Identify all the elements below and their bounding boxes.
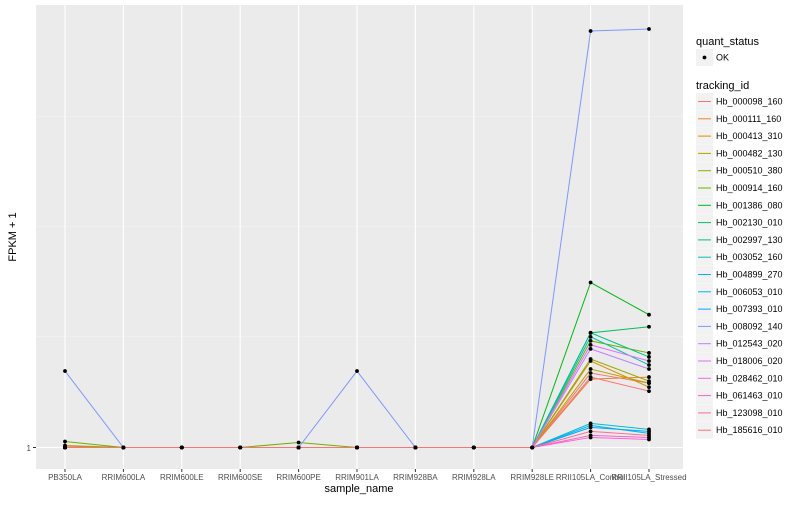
- legend-points-entries: OK: [696, 49, 729, 66]
- legend-entry-label: Hb_002130_010: [716, 218, 783, 228]
- legend-entry-label: Hb_061463_010: [716, 391, 783, 401]
- data-point: [121, 445, 126, 450]
- data-point: [296, 440, 301, 445]
- data-point: [647, 312, 651, 317]
- x-tick-label: RRIM600SE: [218, 473, 262, 482]
- legend-entry-label: Hb_004899_270: [716, 270, 783, 280]
- data-point: [588, 371, 593, 375]
- legend-entry-label: Hb_012543_020: [716, 339, 783, 349]
- data-point: [588, 347, 593, 351]
- legend-entry-label: Hb_028462_010: [716, 373, 783, 383]
- data-point: [588, 330, 593, 335]
- legend-entry-label: Hb_002997_130: [716, 235, 783, 245]
- legend-entry-label: Hb_000413_310: [716, 131, 783, 141]
- data-point: [647, 389, 651, 394]
- legend-entry-label: OK: [716, 53, 729, 63]
- legend-entry-label: Hb_001386_080: [716, 200, 783, 210]
- legend-entry-label: Hb_018006_020: [716, 356, 783, 366]
- x-axis-title: sample_name: [324, 483, 393, 495]
- x-tick-label: RRII105LA_Control: [556, 473, 626, 482]
- data-point: [471, 445, 476, 450]
- data-point: [588, 375, 593, 379]
- axes: 1 PB350LA RRIM600LA RRIM600LE RRIM600SE RRIM6…: [27, 444, 687, 482]
- y-axis-title: FPKM + 1: [7, 212, 19, 261]
- data-point: [647, 385, 651, 390]
- data-point: [647, 433, 651, 438]
- data-point: [588, 357, 593, 361]
- x-tick-label: RRIM600PE: [276, 473, 320, 482]
- data-point: [530, 445, 535, 450]
- legend-entry-label: Hb_185616_010: [716, 425, 783, 435]
- data-point: [355, 369, 359, 373]
- data-points: [63, 27, 651, 450]
- legend-entry-label: Hb_000098_160: [716, 97, 783, 107]
- x-tick-label: RRII105LA_Stressed: [611, 473, 686, 482]
- legend-entry-label: Hb_006053_010: [716, 287, 783, 297]
- data-point: [647, 367, 651, 371]
- data-point: [647, 379, 651, 384]
- data-point: [355, 445, 359, 450]
- x-tick-label: RRIM928BA: [393, 473, 438, 482]
- data-point: [179, 445, 184, 450]
- data-point: [238, 445, 243, 450]
- x-tick-label: RRIM901LA: [335, 473, 379, 482]
- data-point: [647, 355, 651, 359]
- x-tick-label: RRIM600LE: [160, 473, 204, 482]
- data-point: [647, 351, 651, 355]
- legend-entry-label: Hb_000510_380: [716, 166, 783, 176]
- x-tick-label: PB350LA: [48, 473, 82, 482]
- legend-points-title: quant_status: [696, 36, 759, 48]
- legend-point-key: [702, 55, 707, 60]
- data-point: [588, 338, 593, 343]
- data-point: [588, 367, 593, 371]
- data-point: [588, 429, 593, 434]
- x-tick-label: RRIM928LE: [510, 473, 554, 482]
- data-point: [63, 439, 67, 444]
- panel-background: [36, 5, 683, 469]
- legend-entry-label: Hb_000482_130: [716, 148, 783, 158]
- legend-entry-label: Hb_000111_160: [716, 114, 781, 124]
- legend: quant_status OK tracking_id Hb_000098_16…: [696, 36, 783, 439]
- data-point: [413, 445, 418, 450]
- legend-entry-label: Hb_003052_160: [716, 252, 783, 262]
- data-point: [647, 375, 651, 379]
- data-point: [588, 342, 593, 347]
- y-tick-label: 1: [27, 444, 32, 453]
- data-point: [647, 359, 651, 363]
- data-point: [296, 445, 301, 450]
- data-point: [63, 445, 67, 450]
- legend-lines-title: tracking_id: [696, 80, 749, 92]
- data-point: [647, 324, 651, 329]
- data-point: [647, 363, 651, 367]
- legend-entry-label: Hb_123098_010: [716, 408, 783, 418]
- data-point: [647, 27, 651, 31]
- data-point: [647, 429, 651, 434]
- x-tick-label: RRIM600LA: [102, 473, 146, 482]
- data-point: [588, 334, 593, 339]
- x-tick-label: RRIM928LA: [452, 473, 496, 482]
- data-point: [63, 369, 67, 373]
- legend-entry-label: Hb_007393_010: [716, 304, 783, 314]
- legend-entry-label: Hb_000914_160: [716, 183, 783, 193]
- legend-entry-label: Hb_008092_140: [716, 321, 783, 331]
- data-point: [588, 433, 593, 438]
- legend-lines-entries: Hb_000098_160 Hb_000111_160 Hb_000413_310 H…: [696, 93, 783, 439]
- data-point: [588, 29, 593, 33]
- grid-lines: [36, 5, 683, 469]
- data-point: [588, 280, 593, 285]
- data-point: [588, 425, 593, 430]
